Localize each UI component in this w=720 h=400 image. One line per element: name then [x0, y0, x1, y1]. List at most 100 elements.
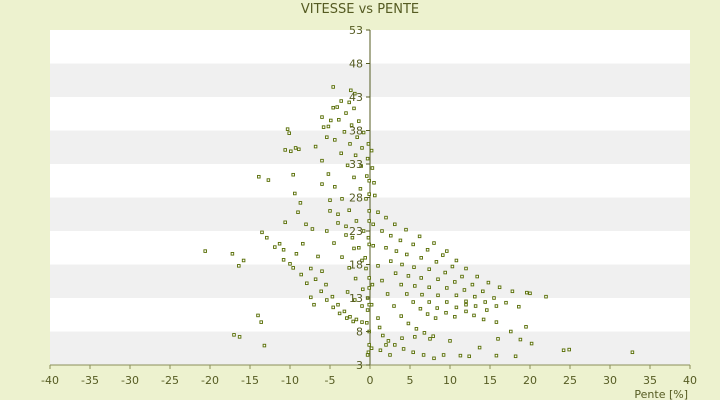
data-point [320, 269, 324, 273]
y-tick-label: 48 [349, 58, 363, 71]
data-point [389, 259, 393, 263]
data-point [494, 320, 499, 324]
data-point [237, 264, 241, 268]
data-point [289, 149, 293, 154]
data-point [365, 308, 370, 312]
data-point [312, 302, 316, 307]
x-tick-labels: -40 -35 -30 -25 -20 -15 -10 -5 0 5 10 15 20 25 30 35 40 [41, 365, 697, 387]
data-point [445, 286, 449, 290]
data-point [336, 212, 340, 216]
data-point [373, 193, 377, 198]
data-point [351, 319, 355, 324]
data-point [441, 253, 445, 257]
data-point [464, 266, 468, 271]
data-point [310, 227, 315, 231]
data-point [411, 350, 415, 355]
data-point [630, 350, 635, 355]
data-point [477, 345, 482, 350]
data-point [497, 285, 502, 290]
data-point [494, 353, 499, 358]
data-point [389, 233, 393, 238]
data-point [345, 163, 350, 168]
data-point [567, 347, 571, 352]
x-tick-label: 40 [683, 374, 697, 387]
data-point [316, 254, 320, 259]
data-point [347, 208, 351, 212]
data-point [262, 343, 267, 348]
data-point [377, 325, 382, 330]
data-point [325, 298, 329, 302]
data-point [325, 135, 329, 139]
data-point [328, 209, 332, 213]
data-point [294, 252, 299, 256]
y-tick-label: 33 [349, 158, 363, 171]
data-point [281, 258, 286, 262]
data-point [339, 151, 343, 156]
data-point [413, 284, 417, 288]
data-point [347, 100, 351, 105]
data-point [412, 265, 416, 269]
data-point [400, 336, 404, 340]
data-point [413, 335, 417, 339]
x-axis-label: Pente [%] [634, 388, 688, 400]
data-point [464, 309, 468, 314]
y-tick-label: 53 [349, 24, 363, 37]
data-point [472, 313, 476, 318]
data-point [443, 270, 447, 275]
data-point [404, 227, 408, 232]
data-point [427, 300, 431, 304]
data-point [369, 346, 374, 351]
data-point [371, 243, 375, 248]
data-point [370, 282, 375, 287]
y-tick-label: 23 [349, 225, 363, 238]
data-points [203, 85, 635, 361]
data-point [266, 178, 271, 182]
data-point [332, 241, 336, 245]
data-point [366, 142, 371, 146]
data-point [353, 91, 357, 96]
data-point [365, 174, 369, 178]
data-point [400, 262, 404, 267]
data-point [353, 153, 358, 158]
data-point [405, 252, 409, 257]
data-point [454, 305, 459, 310]
data-point [427, 285, 431, 290]
data-point [360, 304, 364, 308]
data-point [421, 353, 426, 357]
data-point [293, 146, 298, 150]
data-point [297, 147, 301, 152]
data-point [405, 292, 409, 296]
data-point [288, 262, 292, 266]
data-point [256, 313, 260, 318]
data-point [299, 272, 303, 277]
data-point [283, 220, 287, 225]
x-tick-label: -35 [81, 374, 99, 387]
y-tick-label: 13 [349, 292, 363, 305]
data-point [386, 339, 391, 343]
data-point [367, 276, 371, 280]
data-point [301, 241, 305, 246]
data-point [417, 234, 422, 239]
data-point [444, 310, 448, 315]
data-point [365, 156, 370, 161]
data-point [414, 327, 419, 331]
data-point [425, 248, 430, 252]
data-point [425, 312, 430, 316]
data-point [337, 118, 341, 122]
data-point [304, 222, 308, 227]
data-point [359, 164, 363, 168]
data-point [399, 282, 403, 287]
data-point [367, 209, 371, 213]
data-point [360, 146, 364, 150]
data-point [393, 222, 397, 227]
data-point [380, 278, 384, 283]
data-point [486, 280, 491, 285]
data-point [340, 255, 344, 259]
data-point [427, 267, 431, 271]
data-point [354, 317, 359, 322]
chart-title: VITESSE vs PENTE [300, 2, 420, 17]
data-point [384, 215, 388, 220]
data-point [319, 289, 323, 294]
data-point [361, 130, 366, 135]
